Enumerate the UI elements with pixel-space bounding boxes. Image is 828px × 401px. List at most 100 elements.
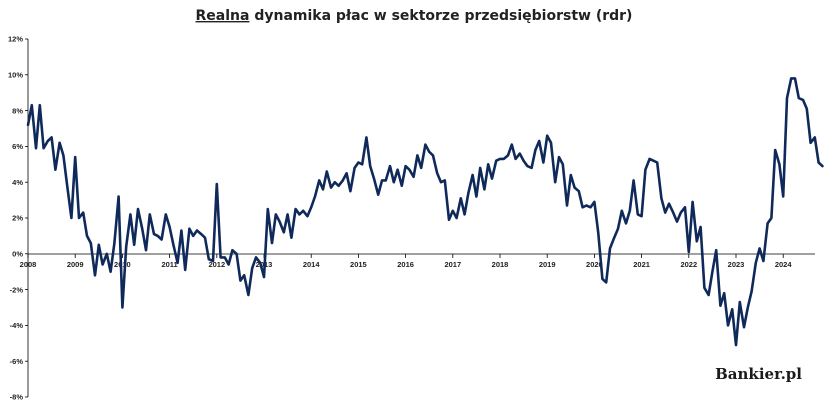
data-point <box>703 287 706 289</box>
data-point <box>660 197 663 199</box>
data-point <box>243 274 245 276</box>
data-point <box>534 149 537 151</box>
data-point <box>338 185 340 187</box>
data-point <box>794 77 796 79</box>
data-point <box>255 256 257 258</box>
data-point <box>778 163 781 165</box>
series-line <box>26 77 824 347</box>
data-point <box>200 233 202 235</box>
data-point <box>743 326 745 328</box>
x-tick-label: 2015 <box>350 260 367 269</box>
data-point <box>467 192 469 194</box>
data-point <box>357 161 359 164</box>
data-point <box>735 344 737 346</box>
data-point <box>472 174 474 176</box>
data-point <box>452 210 454 212</box>
data-point <box>798 97 800 99</box>
data-point <box>538 140 540 142</box>
data-point <box>546 135 548 137</box>
data-point <box>381 179 383 181</box>
data-point <box>593 201 596 203</box>
data-point <box>137 208 139 210</box>
data-point <box>369 165 371 167</box>
x-tick-label: 2018 <box>492 260 509 269</box>
data-point <box>590 206 592 208</box>
series-points <box>27 77 824 346</box>
data-point <box>385 179 387 181</box>
data-point <box>578 190 580 192</box>
data-point <box>629 210 631 212</box>
data-point <box>424 144 426 146</box>
data-point <box>113 242 115 244</box>
data-point <box>354 167 356 169</box>
data-point <box>554 181 556 183</box>
data-point <box>487 163 489 165</box>
data-point <box>475 195 477 198</box>
data-point <box>102 263 104 266</box>
data-point <box>188 228 190 230</box>
data-point <box>436 172 438 174</box>
data-point <box>279 221 281 223</box>
x-tick-label: 2012 <box>208 260 225 269</box>
x-tick-label: 2021 <box>633 260 650 269</box>
data-point <box>110 271 112 273</box>
data-point <box>98 244 100 246</box>
data-point <box>314 195 316 198</box>
data-point <box>448 219 450 221</box>
data-point <box>361 163 363 165</box>
data-point <box>90 242 92 244</box>
data-point <box>251 267 253 269</box>
data-point <box>302 210 304 212</box>
data-point <box>700 226 702 228</box>
data-point <box>59 142 61 144</box>
data-point <box>511 144 513 146</box>
y-tick-label: 0% <box>12 250 23 259</box>
y-tick-label: 6% <box>12 142 23 151</box>
data-point <box>719 305 722 307</box>
data-point <box>39 104 41 106</box>
data-point <box>145 249 147 251</box>
y-tick-label: -8% <box>10 393 24 401</box>
data-point <box>767 222 769 224</box>
data-point <box>35 147 37 149</box>
data-point <box>821 165 824 167</box>
y-tick-label: -4% <box>10 321 24 330</box>
data-point <box>460 197 462 199</box>
data-point <box>180 229 182 232</box>
data-point <box>759 247 761 249</box>
data-point <box>617 228 619 230</box>
data-point <box>236 253 238 255</box>
data-point <box>295 208 297 210</box>
y-tick-label: -2% <box>10 285 24 294</box>
data-point <box>582 206 584 208</box>
data-point <box>239 280 241 282</box>
data-point <box>149 213 151 215</box>
y-tick-label: 10% <box>8 71 23 80</box>
data-point <box>346 172 348 174</box>
x-tick-label: 2023 <box>728 260 745 269</box>
data-point <box>625 222 627 224</box>
x-tick-label: 2008 <box>20 260 37 269</box>
data-point <box>440 181 442 183</box>
data-point <box>161 238 163 241</box>
data-point <box>334 181 336 183</box>
data-point <box>397 169 399 171</box>
data-point <box>688 251 690 253</box>
data-point <box>562 163 564 165</box>
data-point <box>723 292 725 294</box>
data-point <box>444 179 446 181</box>
data-point <box>271 242 273 244</box>
data-point <box>196 229 198 232</box>
data-point <box>464 213 466 215</box>
data-point <box>106 253 108 255</box>
data-point <box>330 187 332 189</box>
y-tick-label: 8% <box>12 106 23 115</box>
chart-title-rest: dynamika płac w sektorze przedsiębiorstw… <box>249 8 632 24</box>
data-point <box>192 235 194 237</box>
data-point <box>94 274 96 276</box>
data-point <box>652 160 655 162</box>
data-point <box>621 210 623 212</box>
data-point <box>275 213 277 215</box>
data-point <box>74 156 76 158</box>
y-axis: 12% 10% 8% 6% 4% 2% 0% -2% -4% -6% -8% <box>8 35 29 401</box>
